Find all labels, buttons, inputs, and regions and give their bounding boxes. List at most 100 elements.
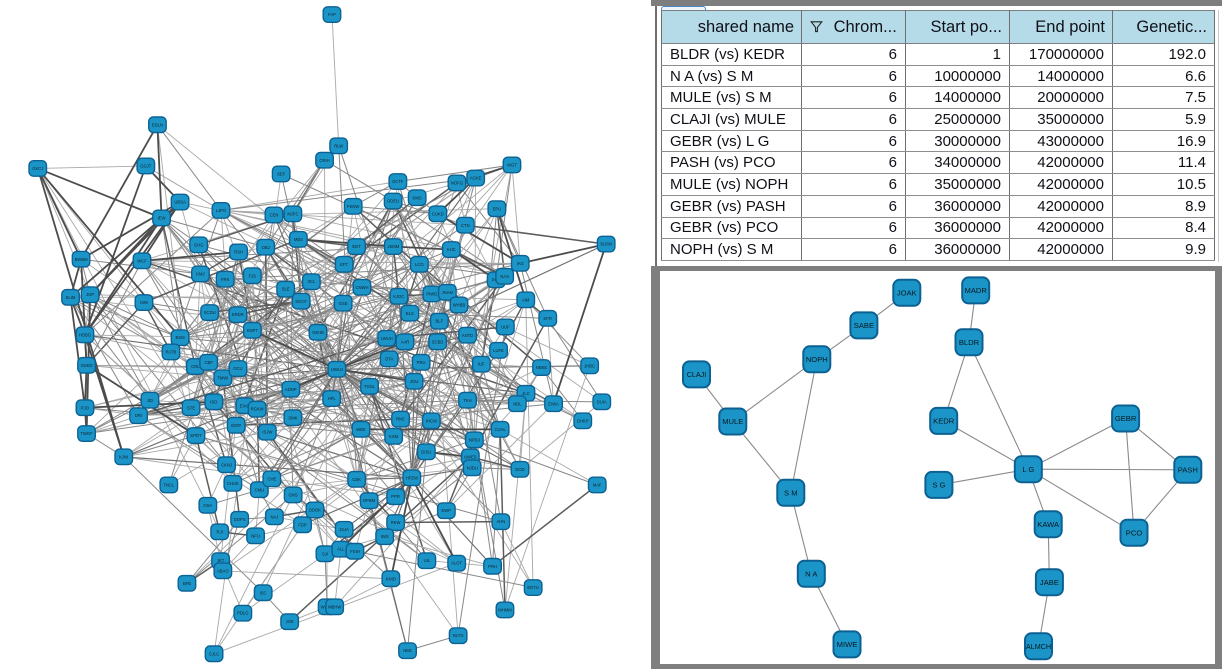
svg-text:PIWD: PIWD xyxy=(426,292,437,297)
svg-text:GHG: GHG xyxy=(194,242,204,247)
svg-text:DDOK: DDOK xyxy=(309,508,321,513)
svg-text:WCF: WCF xyxy=(137,259,147,264)
svg-text:HOBG: HOBG xyxy=(79,333,91,338)
svg-text:OBJ: OBJ xyxy=(262,245,270,250)
svg-text:SEF: SEF xyxy=(277,172,286,177)
svg-text:KJNI: KJNI xyxy=(119,455,128,460)
svg-text:SJI: SJI xyxy=(322,551,328,556)
svg-text:MULE: MULE xyxy=(722,417,743,426)
svg-text:S G: S G xyxy=(932,481,945,490)
svg-text:KMJ: KMJ xyxy=(196,272,204,277)
svg-text:SCDU: SCDU xyxy=(204,310,216,315)
svg-text:AHN: AHN xyxy=(496,519,505,524)
svg-text:EPU: EPU xyxy=(493,206,502,211)
svg-text:NEE: NEE xyxy=(403,648,412,653)
svg-text:FRK: FRK xyxy=(221,277,230,282)
svg-text:EDTU: EDTU xyxy=(527,585,538,590)
svg-text:JSMM: JSMM xyxy=(387,244,399,249)
svg-text:DPBM: DPBM xyxy=(363,498,376,503)
svg-text:NAJ: NAJ xyxy=(270,515,278,520)
svg-text:HPL: HPL xyxy=(328,396,337,401)
svg-text:JKT: JKT xyxy=(217,558,225,563)
svg-text:DCTF: DCTF xyxy=(392,179,404,184)
svg-text:SMK: SMK xyxy=(288,415,297,420)
svg-text:KAWA: KAWA xyxy=(1037,520,1060,529)
svg-text:NOFG: NOFG xyxy=(451,181,463,186)
svg-text:TWGF: TWGF xyxy=(80,431,93,436)
svg-text:OSA: OSA xyxy=(203,503,212,508)
svg-text:JNAM: JNAM xyxy=(442,290,454,295)
svg-text:CKNJ: CKNJ xyxy=(221,462,232,467)
svg-text:PJO: PJO xyxy=(81,405,90,410)
svg-text:DOD: DOD xyxy=(515,467,524,472)
svg-text:UUF: UUF xyxy=(501,325,510,330)
svg-text:KEDR: KEDR xyxy=(933,417,955,426)
svg-text:JOP: JOP xyxy=(86,292,94,297)
svg-text:LWUH: LWUH xyxy=(381,336,393,341)
svg-text:OTA: OTA xyxy=(385,357,394,362)
svg-text:PRH: PRH xyxy=(488,564,497,569)
svg-text:DUIA: DUIA xyxy=(597,400,607,405)
svg-text:IHCW: IHCW xyxy=(426,418,437,423)
svg-text:EFT: EFT xyxy=(340,262,348,267)
svg-text:FDP: FDP xyxy=(298,522,307,527)
svg-text:FSIH: FSIH xyxy=(350,549,360,554)
svg-text:RKW: RKW xyxy=(391,520,401,525)
svg-text:GEBR: GEBR xyxy=(1115,414,1137,423)
svg-text:MHMM: MHMM xyxy=(498,608,512,613)
svg-text:IICL: IICL xyxy=(308,279,316,284)
svg-text:ABAO: ABAO xyxy=(217,569,229,574)
svg-text:RNC: RNC xyxy=(396,417,405,422)
svg-text:KSM: KSM xyxy=(389,434,399,439)
svg-text:SABE: SABE xyxy=(854,321,874,330)
svg-text:FAP: FAP xyxy=(328,12,336,17)
svg-text:CLAJI: CLAJI xyxy=(687,370,707,379)
svg-text:NOPH: NOPH xyxy=(806,355,828,364)
svg-text:BLDR: BLDR xyxy=(959,338,980,347)
svg-text:AAR: AAR xyxy=(401,339,410,344)
svg-text:ISO: ISO xyxy=(210,400,218,405)
svg-text:RSH: RSH xyxy=(234,250,243,255)
svg-text:AGKE: AGKE xyxy=(470,176,482,181)
svg-text:EWP: EWP xyxy=(442,508,452,513)
svg-text:GKCJ: GKCJ xyxy=(32,166,43,171)
svg-text:ISW: ISW xyxy=(140,300,148,305)
svg-text:CJLC: CJLC xyxy=(209,651,219,656)
svg-text:NJDU: NJDU xyxy=(467,465,478,470)
svg-text:ALMCH: ALMCH xyxy=(1026,642,1051,651)
svg-text:CEN: CEN xyxy=(270,213,279,218)
svg-text:MIWE: MIWE xyxy=(837,640,858,649)
svg-text:KNID: KNID xyxy=(386,576,396,581)
svg-text:RATB: RATB xyxy=(165,350,176,355)
svg-text:DHKP: DHKP xyxy=(577,418,589,423)
svg-text:AIM: AIM xyxy=(522,297,530,302)
svg-text:ISC: ISC xyxy=(260,590,267,595)
svg-text:GNS: GNS xyxy=(289,493,298,498)
svg-text:JLC: JLC xyxy=(522,391,529,396)
svg-text:TNCL: TNCL xyxy=(163,483,175,488)
svg-text:JOAK: JOAK xyxy=(897,288,917,297)
svg-text:STE: STE xyxy=(187,405,195,410)
svg-text:WGT: WGT xyxy=(507,163,517,168)
svg-text:CHUK: CHUK xyxy=(227,481,239,486)
svg-text:DISU: DISU xyxy=(421,449,431,454)
svg-text:NBKE: NBKE xyxy=(536,365,548,370)
svg-text:DOPS: DOPS xyxy=(234,517,246,522)
svg-text:WHBB: WHBB xyxy=(453,303,466,308)
svg-text:TKH: TKH xyxy=(463,398,471,403)
svg-text:IEW: IEW xyxy=(158,216,166,221)
svg-text:BLF: BLF xyxy=(435,319,443,324)
svg-text:OCU: OCU xyxy=(233,366,242,371)
svg-text:GEHB: GEHB xyxy=(312,330,324,335)
svg-text:BSM: BSM xyxy=(176,335,186,340)
svg-text:SGCF: SGCF xyxy=(295,299,307,304)
svg-text:KMS: KMS xyxy=(413,195,422,200)
svg-text:RLW: RLW xyxy=(334,143,343,148)
svg-text:DRI: DRI xyxy=(135,413,142,418)
svg-text:JOE: JOE xyxy=(286,619,294,624)
svg-text:UWES: UWES xyxy=(464,455,477,460)
svg-text:JID: JID xyxy=(147,398,153,403)
svg-text:PASH: PASH xyxy=(1178,465,1198,474)
svg-text:KFR: KFR xyxy=(544,316,552,321)
svg-text:N A: N A xyxy=(805,569,818,578)
